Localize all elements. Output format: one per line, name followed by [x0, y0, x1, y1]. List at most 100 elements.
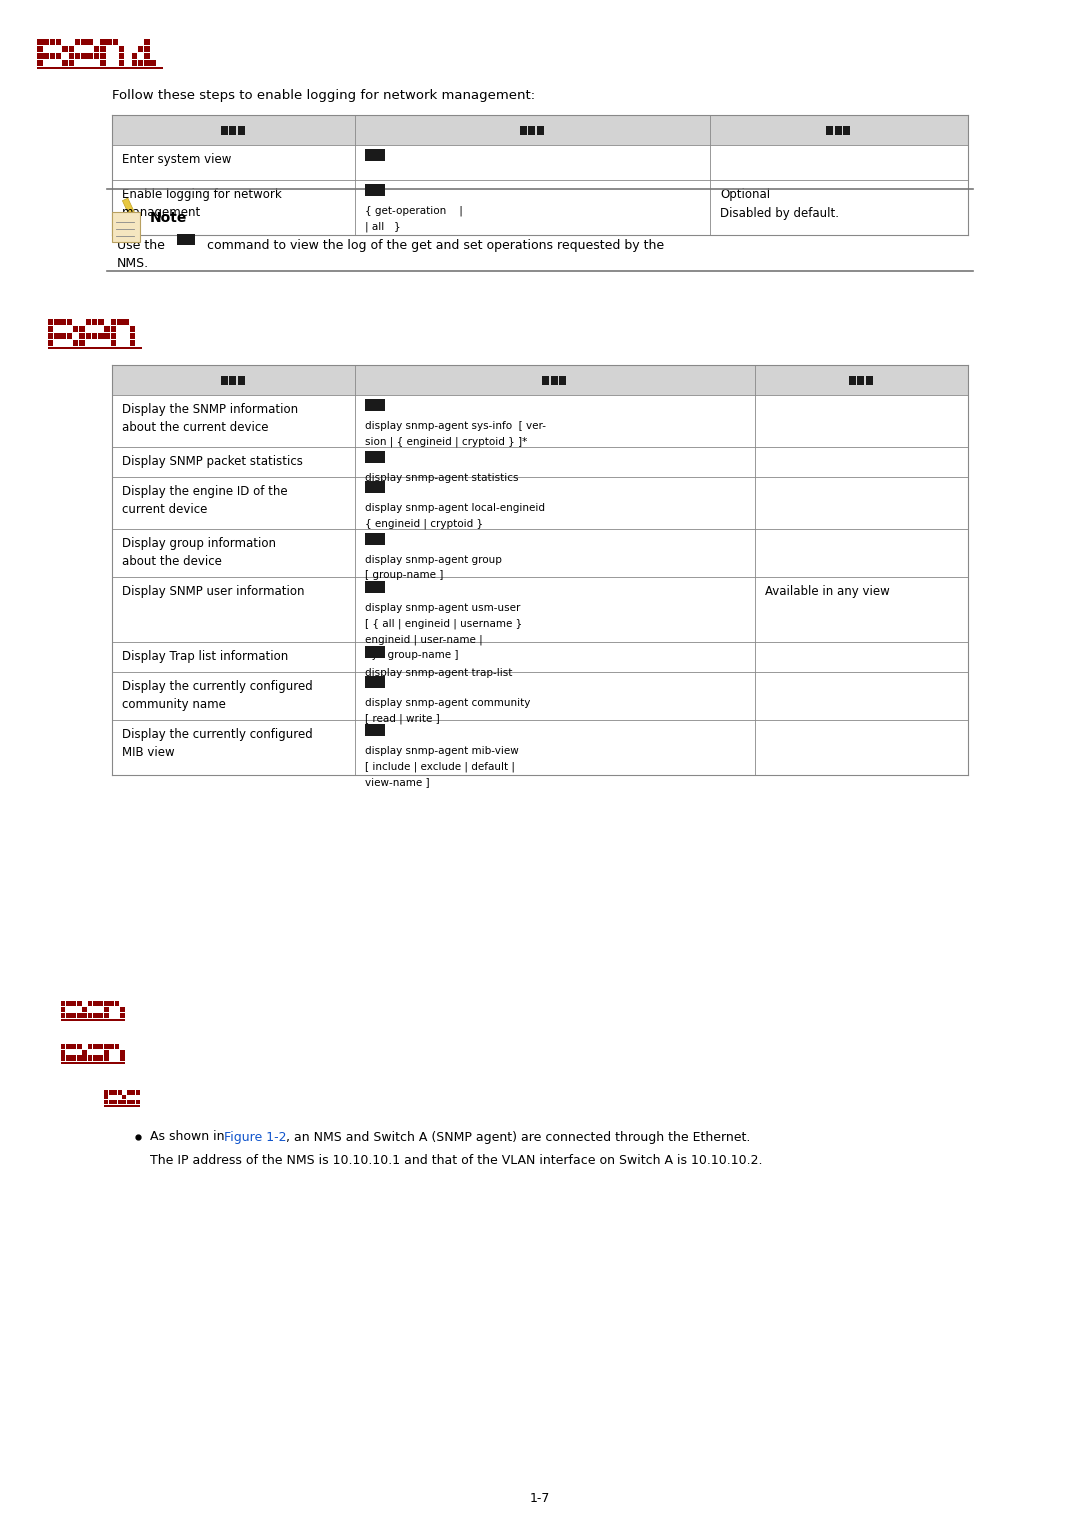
Bar — [109, 1000, 114, 1006]
Bar — [85, 319, 91, 325]
Text: Display the SNMP information
about the current device: Display the SNMP information about the c… — [122, 403, 298, 434]
Bar — [77, 1044, 82, 1049]
Bar — [126, 1090, 131, 1095]
Bar — [131, 1090, 135, 1095]
Bar — [220, 376, 228, 385]
Bar — [66, 1055, 71, 1061]
Text: Optional
Disabled by default.: Optional Disabled by default. — [720, 188, 839, 220]
Bar — [122, 1095, 126, 1099]
Bar — [528, 125, 536, 134]
Text: NMS.: NMS. — [117, 257, 149, 270]
Text: display snmp-agent trap-list: display snmp-agent trap-list — [365, 667, 512, 678]
Bar — [93, 1044, 98, 1049]
Bar — [56, 53, 62, 60]
Bar — [112, 212, 140, 241]
Bar — [75, 53, 80, 60]
Bar — [50, 40, 55, 46]
Bar — [104, 1095, 108, 1099]
Bar — [68, 53, 75, 60]
Bar — [60, 1000, 66, 1006]
Bar — [365, 150, 384, 160]
Bar — [866, 376, 873, 385]
Bar — [104, 1049, 109, 1055]
Bar — [112, 365, 968, 395]
Bar — [87, 1055, 93, 1061]
Text: view-name ]: view-name ] — [365, 777, 430, 786]
Bar — [365, 724, 384, 736]
Bar — [67, 333, 72, 339]
Bar — [135, 1090, 139, 1095]
Bar — [365, 676, 384, 689]
Bar — [98, 1055, 104, 1061]
Bar — [100, 53, 106, 60]
Bar — [104, 1106, 140, 1107]
Bar — [138, 60, 144, 66]
Text: sion | { engineid | cryptoid } ]*: sion | { engineid | cryptoid } ]* — [365, 437, 527, 447]
Text: [ { all | engineid | username }: [ { all | engineid | username } — [365, 618, 523, 629]
Bar — [132, 53, 137, 60]
Bar — [94, 46, 99, 52]
Bar — [104, 1012, 109, 1017]
Text: display snmp-agent sys-info  [ ver-: display snmp-agent sys-info [ ver- — [365, 421, 546, 431]
Bar — [87, 1012, 93, 1017]
Bar — [43, 40, 49, 46]
Bar — [48, 339, 53, 345]
Bar — [120, 1006, 125, 1012]
Bar — [123, 319, 129, 325]
Bar — [81, 40, 86, 46]
Bar — [100, 60, 106, 66]
Bar — [93, 1055, 98, 1061]
Bar — [365, 580, 384, 592]
Bar — [109, 1044, 114, 1049]
Bar — [858, 376, 864, 385]
Bar — [111, 339, 117, 345]
Text: Display Trap list information: Display Trap list information — [122, 651, 288, 663]
Text: Note: Note — [150, 211, 187, 224]
Bar — [120, 1012, 125, 1017]
Bar — [130, 325, 135, 331]
Bar — [365, 533, 384, 545]
Text: | all   }: | all } — [365, 221, 401, 232]
Bar — [119, 53, 124, 60]
Bar — [98, 319, 104, 325]
Bar — [60, 333, 66, 339]
Bar — [126, 1099, 131, 1104]
Bar — [81, 53, 86, 60]
Bar — [365, 399, 384, 411]
Bar — [104, 1000, 109, 1006]
Bar — [519, 125, 527, 134]
Text: by   group-name ]: by group-name ] — [365, 649, 459, 660]
Text: display snmp-agent local-engineid: display snmp-agent local-engineid — [365, 502, 545, 513]
Text: display snmp-agent community: display snmp-agent community — [365, 698, 530, 709]
Bar — [229, 125, 237, 134]
Bar — [92, 319, 97, 325]
Bar — [537, 125, 543, 134]
Bar — [87, 1000, 93, 1006]
Bar — [48, 319, 53, 325]
Bar — [105, 333, 110, 339]
Bar — [132, 60, 137, 66]
Bar — [68, 60, 75, 66]
Bar — [60, 1006, 66, 1012]
Bar — [826, 125, 834, 134]
Bar — [68, 46, 75, 52]
Bar — [144, 60, 150, 66]
Text: { engineid | cryptoid }: { engineid | cryptoid } — [365, 519, 483, 528]
Bar — [105, 325, 110, 331]
Text: Use the: Use the — [117, 240, 165, 252]
Text: { get-operation    |: { get-operation | — [365, 206, 463, 217]
Text: Figure 1-2: Figure 1-2 — [225, 1130, 287, 1144]
Text: Display the engine ID of the
current device: Display the engine ID of the current dev… — [122, 486, 287, 516]
Text: Follow these steps to enable logging for network management:: Follow these steps to enable logging for… — [112, 89, 535, 102]
Text: Enter system view: Enter system view — [122, 153, 231, 166]
Text: , an NMS and Switch A (SNMP agent) are connected through the Ethernet.: , an NMS and Switch A (SNMP agent) are c… — [286, 1130, 751, 1144]
Bar — [365, 450, 384, 463]
Bar — [835, 125, 841, 134]
Bar — [138, 46, 144, 52]
Bar — [82, 1055, 87, 1061]
Bar — [104, 1090, 108, 1095]
Bar — [104, 1006, 109, 1012]
Bar — [111, 333, 117, 339]
Bar — [93, 1000, 98, 1006]
Bar — [100, 46, 106, 52]
